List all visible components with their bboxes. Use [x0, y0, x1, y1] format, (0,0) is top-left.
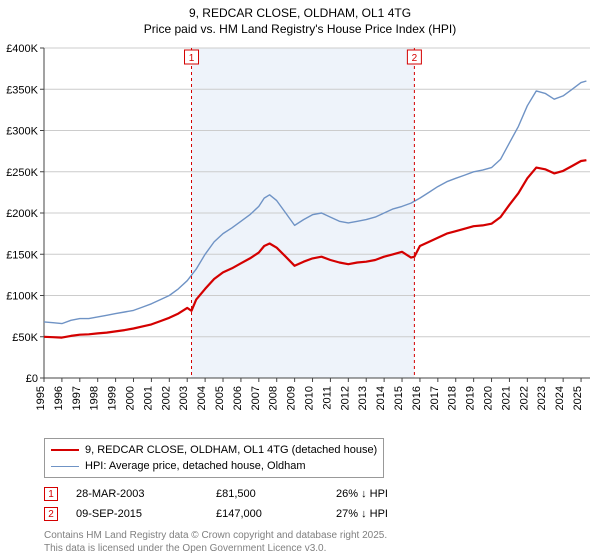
svg-text:2001: 2001 [142, 386, 154, 410]
svg-text:2007: 2007 [250, 386, 262, 410]
sale-row: 2 09-SEP-2015£147,00027% ↓ HPI [44, 504, 456, 524]
footer-line2: This data is licensed under the Open Gov… [44, 543, 387, 556]
svg-text:2015: 2015 [393, 386, 405, 410]
svg-text:£200K: £200K [6, 208, 38, 220]
sale-diff: 27% ↓ HPI [336, 508, 456, 520]
chart-title-subtitle: Price paid vs. HM Land Registry's House … [0, 22, 600, 38]
chart-legend: 9, REDCAR CLOSE, OLDHAM, OL1 4TG (detach… [44, 438, 384, 478]
chart-footer: Contains HM Land Registry data © Crown c… [44, 530, 387, 555]
svg-text:2004: 2004 [196, 386, 208, 410]
svg-text:1999: 1999 [107, 386, 119, 410]
svg-text:2006: 2006 [232, 386, 244, 410]
sale-date: 28-MAR-2003 [76, 488, 216, 500]
svg-text:£350K: £350K [6, 84, 38, 96]
svg-text:£300K: £300K [6, 126, 38, 138]
svg-text:2002: 2002 [160, 386, 172, 410]
svg-text:2017: 2017 [429, 386, 441, 410]
sale-marker: 2 [44, 507, 58, 521]
sale-price: £81,500 [216, 488, 336, 500]
svg-text:2021: 2021 [500, 386, 512, 410]
svg-text:2023: 2023 [536, 386, 548, 410]
svg-text:2: 2 [412, 53, 418, 64]
sale-diff: 26% ↓ HPI [336, 488, 456, 500]
svg-text:2010: 2010 [304, 386, 316, 410]
svg-text:2016: 2016 [411, 386, 423, 410]
chart-title-address: 9, REDCAR CLOSE, OLDHAM, OL1 4TG [0, 6, 600, 22]
line-chart-svg: £0 £50K £100K £150K £200K £250K £300K £350K £400… [0, 42, 600, 432]
sales-table: 1 28-MAR-2003£81,50026% ↓ HPI 2 09-SEP-2015… [44, 484, 456, 524]
svg-text:2019: 2019 [465, 386, 477, 410]
svg-text:1995: 1995 [35, 386, 47, 410]
sale-date: 09-SEP-2015 [76, 508, 216, 520]
svg-text:£100K: £100K [6, 291, 38, 303]
svg-text:£250K: £250K [6, 167, 38, 179]
svg-text:2014: 2014 [375, 386, 387, 410]
svg-text:£0: £0 [26, 373, 38, 385]
sale-row: 1 28-MAR-2003£81,50026% ↓ HPI [44, 484, 456, 504]
svg-text:1998: 1998 [89, 386, 101, 410]
legend-swatch [51, 449, 79, 451]
svg-text:2000: 2000 [125, 386, 137, 410]
svg-text:2025: 2025 [572, 386, 584, 410]
svg-text:2018: 2018 [447, 386, 459, 410]
chart-area: £0 £50K £100K £150K £200K £250K £300K £350K £400… [0, 42, 600, 432]
svg-text:1997: 1997 [71, 386, 83, 410]
legend-row: 9, REDCAR CLOSE, OLDHAM, OL1 4TG (detach… [51, 442, 377, 458]
svg-text:£50K: £50K [12, 332, 38, 344]
svg-text:2024: 2024 [554, 386, 566, 410]
svg-text:2011: 2011 [321, 386, 333, 410]
svg-text:£400K: £400K [6, 43, 38, 55]
svg-text:£150K: £150K [6, 249, 38, 261]
legend-label: 9, REDCAR CLOSE, OLDHAM, OL1 4TG (detach… [85, 444, 377, 456]
legend-label: HPI: Average price, detached house, Oldh… [85, 460, 306, 472]
sale-marker: 1 [44, 487, 58, 501]
svg-text:2020: 2020 [483, 386, 495, 410]
svg-text:2009: 2009 [286, 386, 298, 410]
footer-line1: Contains HM Land Registry data © Crown c… [44, 530, 387, 543]
svg-text:2008: 2008 [268, 386, 280, 410]
legend-row: HPI: Average price, detached house, Oldh… [51, 458, 377, 474]
svg-text:1: 1 [189, 53, 195, 64]
svg-text:2013: 2013 [357, 386, 369, 410]
legend-swatch [51, 466, 79, 467]
svg-text:1996: 1996 [53, 386, 65, 410]
sale-price: £147,000 [216, 508, 336, 520]
chart-title-block: 9, REDCAR CLOSE, OLDHAM, OL1 4TG Price p… [0, 0, 600, 37]
svg-text:2005: 2005 [214, 386, 226, 410]
svg-text:2012: 2012 [339, 386, 351, 410]
svg-text:2003: 2003 [178, 386, 190, 410]
svg-text:2022: 2022 [518, 386, 530, 410]
